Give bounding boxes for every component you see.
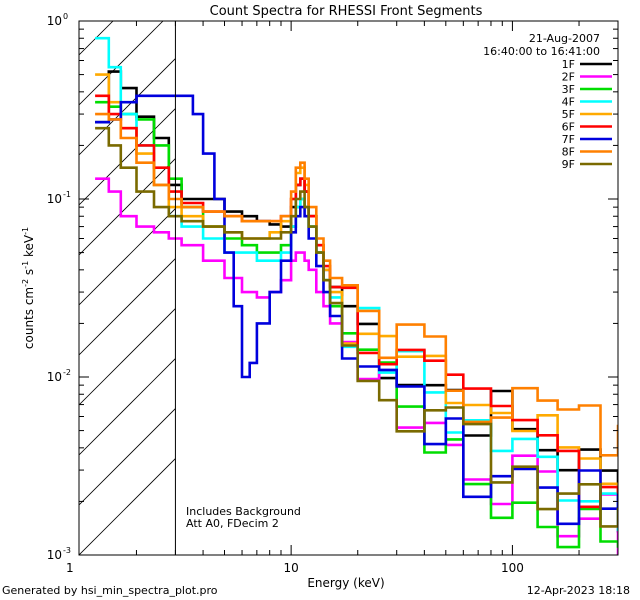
x-tick-label: 100: [501, 561, 524, 575]
y-axis-label-part: keV: [22, 234, 36, 261]
y-tick-label: 10: [47, 548, 62, 562]
legend-label: 8F: [562, 146, 575, 159]
y-tick-label-exponent: -3: [63, 546, 71, 555]
series-line-2F: [95, 177, 618, 555]
legend-label: 9F: [562, 158, 575, 171]
hatch-line: [79, 408, 176, 506]
series-line-9F: [95, 126, 618, 528]
y-tick-label: 10: [47, 14, 62, 28]
timestamp-footer: 12-Apr-2023 18:18: [526, 584, 630, 597]
axis-ticks: [79, 21, 619, 556]
y-axis-label-part: -2: [21, 279, 30, 287]
hatch-line: [79, 308, 176, 406]
y-axis-label-part: -1: [21, 261, 30, 269]
legend-label: 4F: [562, 96, 575, 109]
hatch-line: [79, 358, 176, 456]
x-tick-label: 1: [66, 561, 74, 575]
legend-label: 5F: [562, 108, 575, 121]
series-line-8F: [95, 112, 618, 457]
hatch-line: [79, 58, 176, 156]
legend-label: 7F: [562, 133, 575, 146]
legend-label: 2F: [562, 71, 575, 84]
background-note: Includes Background: [186, 505, 301, 518]
time-range-annotation: 16:40:00 to 16:41:00: [483, 45, 600, 58]
legend-label: 6F: [562, 121, 575, 134]
y-axis-label-part: counts cm: [22, 287, 36, 349]
legend-label: 1F: [562, 58, 575, 71]
y-axis-label-part: -1: [21, 227, 30, 235]
chart-title: Count Spectra for RHESSI Front Segments: [210, 4, 483, 19]
attenuator-note: Att A0, FDecim 2: [186, 517, 279, 530]
x-tick-label: 10: [283, 561, 298, 575]
plot-frame: [78, 20, 619, 556]
y-tick-label-exponent: 0: [63, 12, 68, 21]
y-axis-label: counts cm-2 s-1 keV-1: [21, 227, 36, 349]
date-annotation: 21-Aug-2007: [529, 32, 600, 45]
y-tick-label-exponent: -2: [63, 368, 71, 377]
hatch-line: [79, 108, 176, 206]
y-tick-label: 10: [47, 370, 62, 384]
y-axis-label-part: s: [22, 269, 36, 279]
series-line-5F: [95, 73, 618, 492]
legend-label: 3F: [562, 83, 575, 96]
x-axis-label: Energy (keV): [307, 576, 384, 590]
series-group: [95, 36, 618, 555]
generated-by-footer: Generated by hsi_min_spectra_plot.pro: [2, 584, 218, 597]
y-tick-label-exponent: -1: [63, 190, 71, 199]
y-tick-label: 10: [47, 192, 62, 206]
